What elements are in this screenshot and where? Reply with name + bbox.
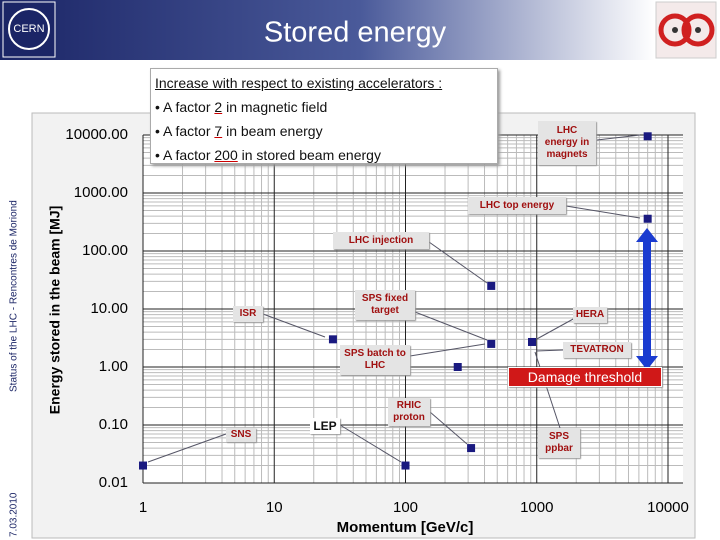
sidebar-event: Status of the LHC - Rencontres de Morion… (9, 200, 20, 392)
header-image (655, 1, 717, 59)
bullet-factor: 2 (214, 99, 223, 115)
annotation: SPS batch to LHC (340, 345, 410, 375)
callout-heading: Increase with respect to existing accele… (155, 75, 443, 91)
data-point (643, 132, 652, 141)
bullet-rest: in stored beam energy (241, 147, 381, 163)
leader-lines (147, 134, 641, 463)
slide-title: Stored energy (264, 17, 447, 49)
annotation: HERA (573, 307, 607, 323)
bullet-rest: in magnetic field (226, 99, 328, 115)
grid (142, 134, 683, 484)
bullet: • A factor 7 in beam energy (155, 123, 323, 139)
x-tick-label: 1 (139, 499, 147, 516)
y-tick-label: 10.00 (90, 300, 128, 317)
data-point (139, 461, 147, 470)
bullet: • A factor 2 in magnetic field (155, 99, 328, 115)
data-point (467, 444, 476, 453)
logo-ring (8, 8, 50, 50)
bullet-list: • A factor 2 in magnetic field • A factor… (155, 95, 493, 167)
bullet-lead: A factor (163, 123, 211, 139)
annotation: SNS (226, 428, 256, 442)
bullet-lead: A factor (163, 147, 211, 163)
data-point (527, 337, 536, 346)
header-bar (0, 0, 655, 60)
annotation: SPS fixed target (355, 290, 415, 320)
bullet-factor: 7 (214, 123, 223, 139)
logo (2, 1, 56, 58)
y-tick-label: 1000.00 (74, 184, 128, 201)
annotation: TEVATRON (563, 342, 631, 358)
logo-text: CERN (13, 23, 44, 35)
sidebar-date: 7.03.2010 (9, 492, 20, 537)
bullet: • A factor 200 in stored beam energy (155, 147, 381, 163)
annotation: Damage threshold (508, 367, 662, 387)
y-tick-label: 1.00 (99, 358, 128, 375)
bullet-lead: A factor (163, 99, 211, 115)
data-point (328, 335, 337, 344)
x-tick-label: 10 (266, 499, 283, 516)
data-point (453, 363, 462, 371)
x-tick-label: 1000 (520, 499, 553, 516)
annotation: ISR (233, 306, 263, 322)
data-point (643, 214, 652, 223)
x-tick-label: 100 (393, 499, 418, 516)
x-tick-label: 10000 (647, 499, 689, 516)
data-point (487, 339, 496, 348)
annotation: SPS ppbar (538, 428, 580, 458)
annotation: LHC energy in magnets (538, 121, 596, 165)
annotation: LHC injection (333, 232, 429, 249)
y-axis-label: Energy stored in the beam [MJ] (47, 206, 63, 414)
y-tick-label: 0.01 (99, 474, 128, 491)
annotation: LHC top energy (468, 197, 566, 214)
annotation: LEP (310, 418, 340, 434)
callout: Increase with respect to existing accele… (150, 68, 498, 164)
damage-arrow (636, 228, 658, 370)
bullet-rest: in beam energy (226, 123, 323, 139)
annotation: RHIC proton (388, 398, 430, 426)
data-point (401, 461, 410, 470)
y-tick-label: 10000.00 (65, 126, 128, 143)
y-tick-label: 0.10 (99, 416, 128, 433)
data-point (487, 281, 496, 290)
bullet-factor: 200 (214, 147, 238, 163)
y-tick-label: 100.00 (82, 242, 128, 259)
x-axis-label: Momentum [GeV/c] (337, 519, 474, 536)
